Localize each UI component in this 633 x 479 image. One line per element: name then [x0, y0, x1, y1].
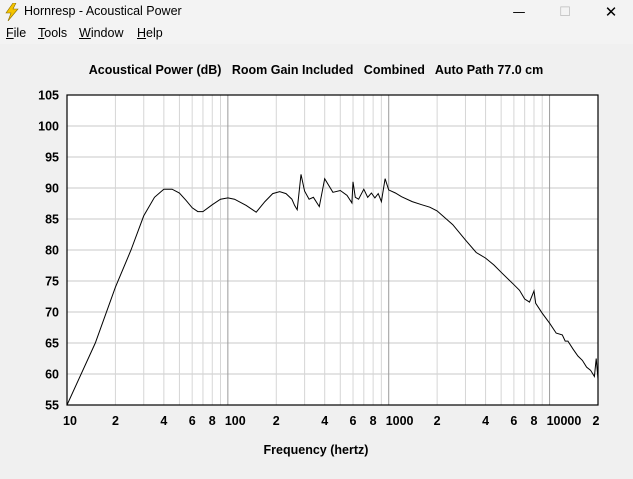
x-axis-label: Frequency (hertz)	[264, 443, 369, 457]
series-line	[66, 174, 599, 406]
close-button[interactable]: ✕	[588, 0, 633, 24]
x-tick-label: 2	[273, 414, 280, 428]
x-tick-label: 6	[189, 414, 196, 428]
x-tick-label: 8	[209, 414, 216, 428]
title-bar[interactable]: Hornresp - Acoustical Power — ☐ ✕	[0, 0, 633, 24]
lightning-icon	[5, 3, 19, 21]
minimize-button[interactable]: —	[496, 0, 542, 24]
minimize-icon: —	[512, 4, 526, 20]
menu-help[interactable]: Help	[137, 26, 163, 40]
y-tick-labels: 55 60 65 70 75 80 85 90 95 100 105	[38, 89, 59, 413]
x-tick-label: 8	[370, 414, 377, 428]
y-tick-label: 95	[45, 151, 59, 165]
y-tick-label: 60	[45, 368, 59, 382]
y-tick-label: 100	[38, 120, 59, 134]
maximize-button[interactable]: ☐	[542, 0, 588, 24]
x-tick-label: 10000	[547, 414, 582, 428]
y-tick-label: 75	[45, 275, 59, 289]
chart-area: Acoustical Power (dB) Room Gain Included…	[0, 44, 633, 475]
x-tick-label: 100	[225, 414, 246, 428]
y-tick-label: 55	[45, 399, 59, 413]
y-tick-label: 65	[45, 337, 59, 351]
y-tick-label: 90	[45, 182, 59, 196]
menu-window[interactable]: Window	[79, 26, 124, 40]
x-tick-label: 2	[434, 414, 441, 428]
chart-title: Acoustical Power (dB) Room Gain Included…	[89, 63, 543, 77]
menu-bar: File Tools Window Help	[0, 24, 633, 44]
menu-tools[interactable]: Tools	[38, 26, 68, 40]
x-tick-label: 4	[160, 414, 167, 428]
window-title: Hornresp - Acoustical Power	[24, 4, 182, 18]
x-tick-label: 4	[482, 414, 489, 428]
x-tick-label: 2	[593, 414, 600, 428]
x-tick-label: 10	[63, 414, 77, 428]
y-tick-label: 70	[45, 306, 59, 320]
x-tick-label: 8	[531, 414, 538, 428]
x-tick-label: 2	[112, 414, 119, 428]
plot-frame	[66, 94, 599, 406]
x-tick-label: 6	[350, 414, 357, 428]
y-tick-label: 105	[38, 89, 59, 103]
menu-file[interactable]: File	[6, 26, 27, 40]
x-tick-label: 6	[510, 414, 517, 428]
x-tick-label: 1000	[386, 414, 414, 428]
x-tick-labels: 10 2 4 6 8 100 2 4 6 8 1000 2 4 6 8 10000 2	[63, 414, 599, 428]
close-icon: ✕	[604, 3, 618, 21]
y-tick-label: 85	[45, 213, 59, 227]
y-tick-label: 80	[45, 244, 59, 258]
x-tick-label: 4	[321, 414, 328, 428]
acoustical-power-chart[interactable]: Acoustical Power (dB) Room Gain Included…	[0, 44, 633, 475]
maximize-icon: ☐	[559, 4, 571, 20]
